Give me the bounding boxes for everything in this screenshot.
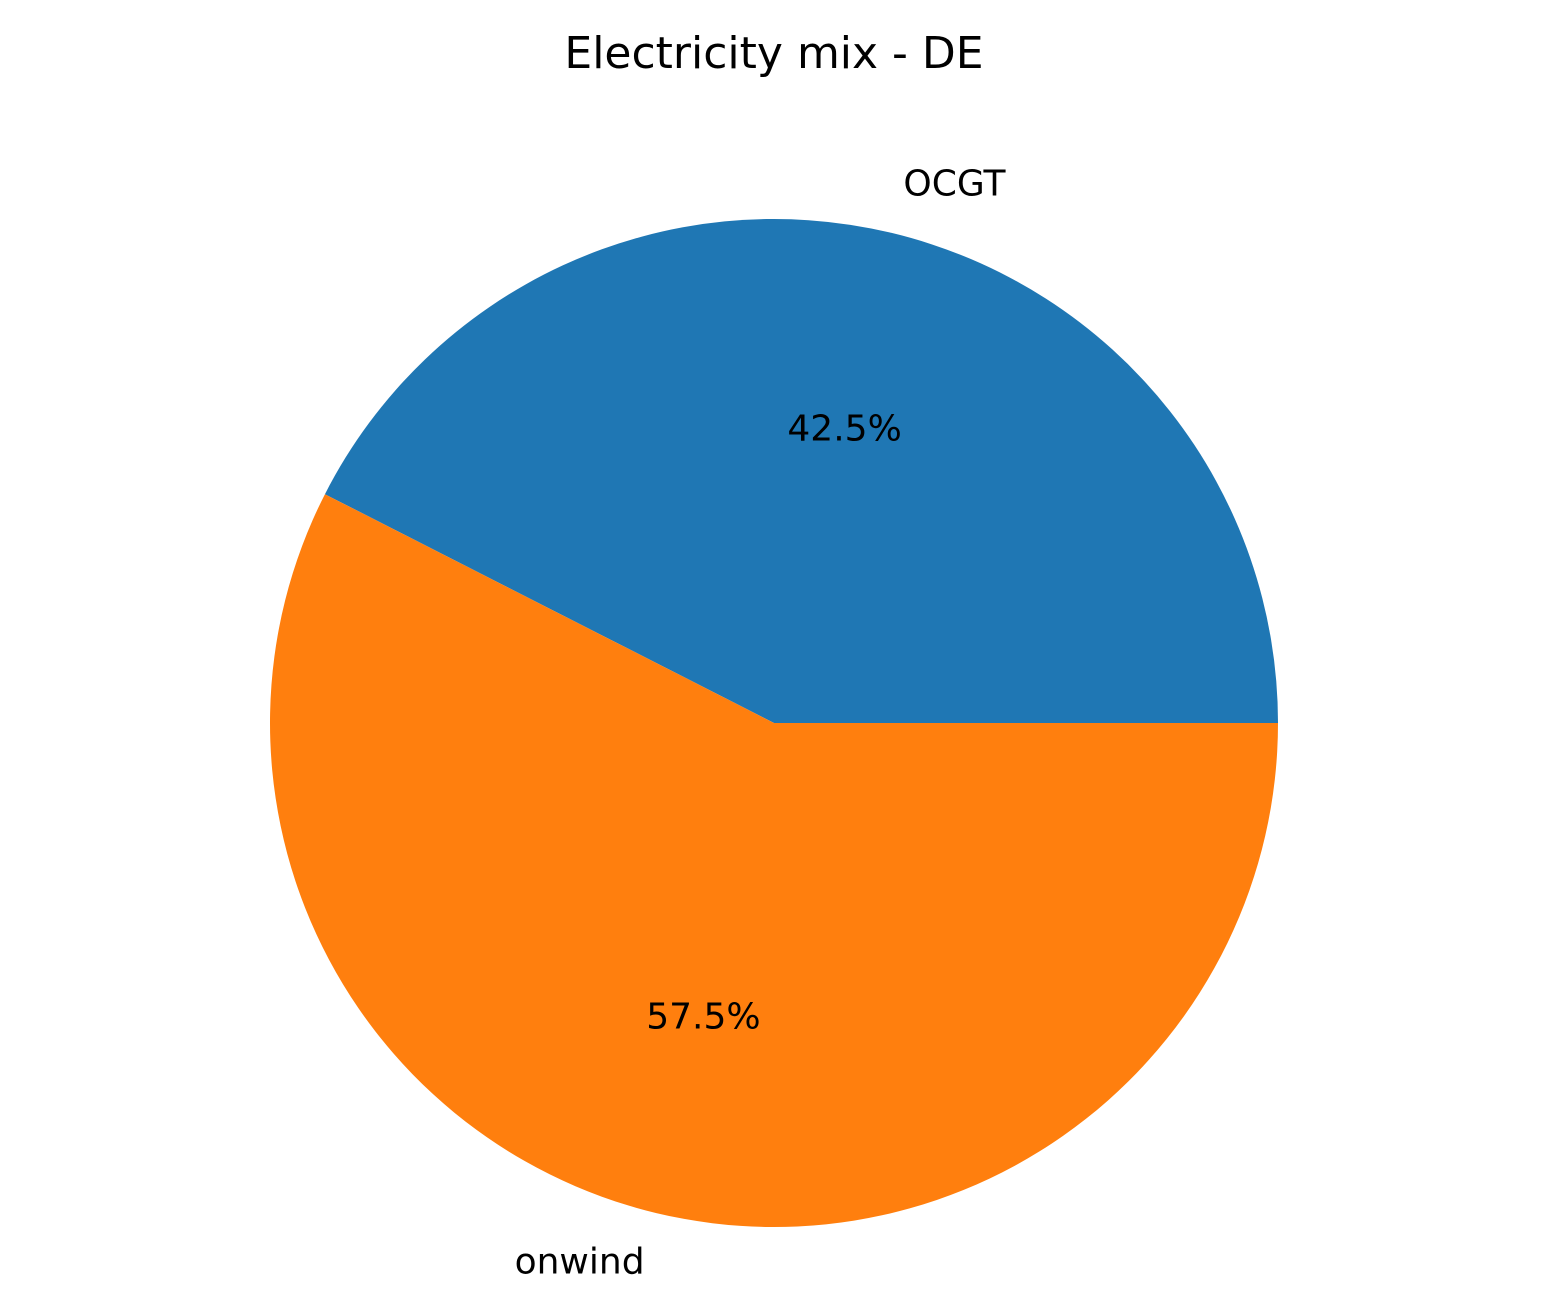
slice-label-onwind: onwind: [515, 1242, 645, 1283]
pie-slices: [270, 218, 1278, 1227]
slice-label-ocgt: OCGT: [903, 163, 1006, 204]
pie-slice-onwind: [270, 494, 1278, 1227]
pie-labels: OCGT 42.5% onwind 57.5%: [515, 163, 1007, 1282]
pct-label-ocgt: 42.5%: [787, 408, 901, 449]
chart-title: Electricity mix - DE: [564, 28, 983, 79]
pie-slice-ocgt: [324, 218, 1278, 724]
pct-label-onwind: 57.5%: [646, 997, 760, 1038]
